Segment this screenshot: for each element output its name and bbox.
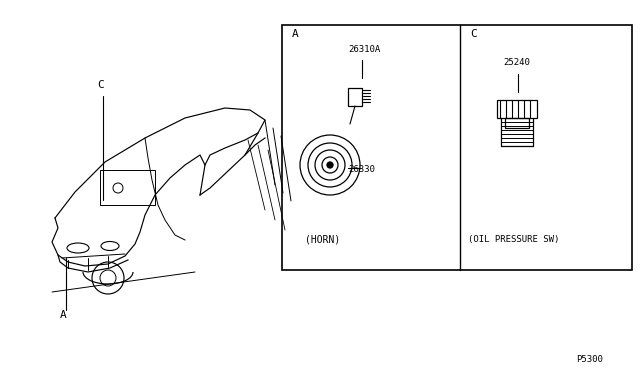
Circle shape bbox=[328, 163, 333, 167]
Text: (OIL PRESSURE SW): (OIL PRESSURE SW) bbox=[468, 235, 559, 244]
Text: 26310A: 26310A bbox=[348, 45, 380, 54]
Bar bbox=[505, 118, 529, 128]
Text: A: A bbox=[292, 29, 299, 39]
Text: A: A bbox=[60, 310, 67, 320]
Bar bbox=[497, 100, 537, 118]
Bar bbox=[282, 25, 632, 270]
Text: 25240: 25240 bbox=[503, 58, 530, 67]
Text: 26330: 26330 bbox=[348, 165, 375, 174]
Text: C: C bbox=[470, 29, 477, 39]
Bar bbox=[100, 170, 155, 205]
Text: C: C bbox=[97, 80, 104, 90]
Text: P5300: P5300 bbox=[577, 355, 604, 364]
Text: (HORN): (HORN) bbox=[305, 234, 340, 244]
Bar bbox=[348, 88, 362, 106]
